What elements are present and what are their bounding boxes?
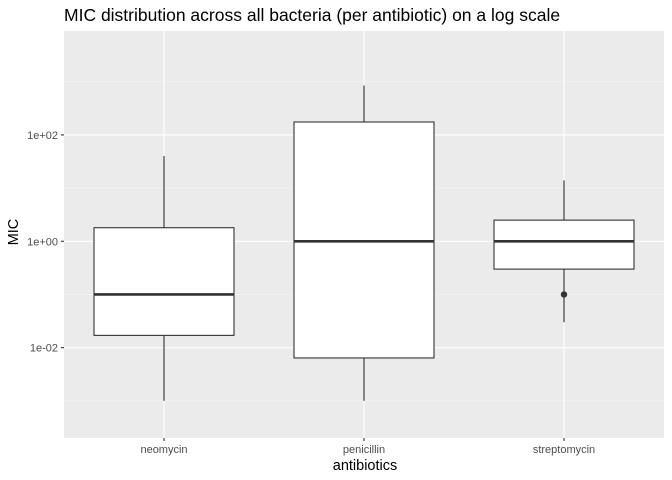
chart-title: MIC distribution across all bacteria (pe… xyxy=(64,5,560,25)
box-iqr xyxy=(93,227,235,336)
x-tick-label: streptomycin xyxy=(533,444,595,456)
y-axis: 1e-02 1e+00 1e+02 xyxy=(27,130,64,355)
box-neomycin xyxy=(93,156,235,401)
y-tick-label: 1e+00 xyxy=(27,236,58,248)
y-tick-label: 1e-02 xyxy=(30,343,58,355)
y-tick-label: 1e+02 xyxy=(27,130,58,142)
x-axis: neomycin penicillin streptomycin xyxy=(140,438,595,456)
box-iqr xyxy=(493,219,635,270)
box-iqr xyxy=(293,121,435,359)
x-tick-label: neomycin xyxy=(140,444,187,456)
y-axis-title: MIC xyxy=(6,219,22,246)
box-streptomycin xyxy=(493,180,635,323)
x-tick-label: penicillin xyxy=(343,444,385,456)
boxes xyxy=(93,85,635,401)
box-penicillin xyxy=(293,85,435,401)
outlier-point xyxy=(560,291,568,298)
x-axis-title: antibiotics xyxy=(333,458,397,474)
